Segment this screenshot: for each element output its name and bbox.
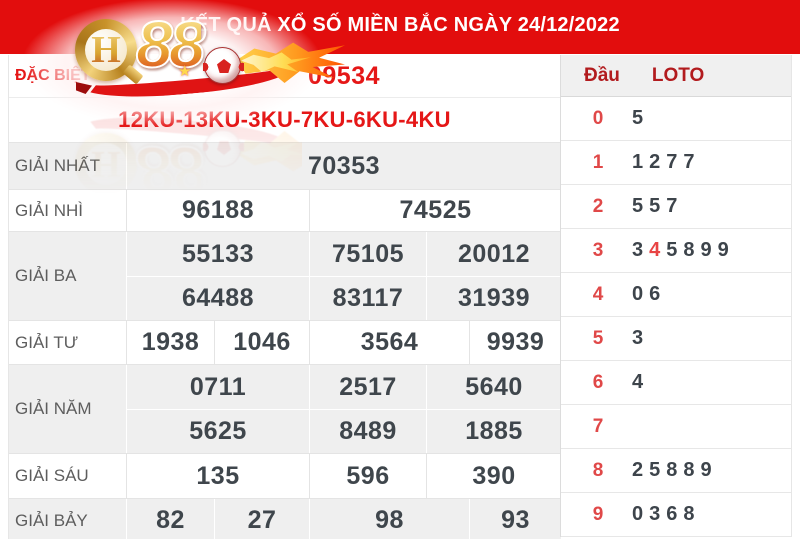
row-sixth-prize: GIẢI SÁU 135 596 390 [9, 453, 561, 498]
prize-value-cell: 98 [309, 499, 469, 539]
prize-label: GIẢI BẢY [15, 510, 88, 530]
prize-value-cell: 1046 [214, 321, 309, 364]
logo-letter-h: H [75, 19, 137, 81]
loto-head-digit: 4 [592, 283, 604, 305]
prize-value-cell: 0711 [126, 365, 309, 409]
prize-value-cell: 2517 [309, 365, 426, 409]
qh88-logo[interactable]: H 88 ★ [22, 0, 345, 128]
loto-head-digit: 9 [592, 503, 604, 525]
loto-value: 3 [632, 327, 644, 349]
prize-value-cell: 83117 [309, 276, 426, 320]
prize-value-cell: 93 [469, 499, 561, 539]
prize-label: GIẢI BA [15, 266, 77, 285]
prize-value-cell: 1885 [426, 409, 561, 453]
prize-label: GIẢI SÁU [15, 466, 89, 485]
logo-number-88: 88 [135, 6, 206, 82]
prize-value-cell: 1938 [126, 321, 214, 364]
row-fourth-prize: GIẢI TƯ 1938 1046 3564 9939 [9, 320, 561, 364]
loto-col-dau: Đầu [584, 64, 620, 86]
prize-value-cell: 74525 [309, 190, 561, 231]
prize-value-cell: 390 [426, 454, 561, 498]
prize-label: GIẢI NHÌ [15, 200, 84, 220]
prize-label: GIẢI NĂM [15, 399, 92, 418]
prize-value-cell: 3564 [309, 321, 469, 364]
prize-value-cell: 20012 [426, 232, 561, 276]
loto-head-digit: 6 [592, 371, 604, 393]
loto-value: 5 [632, 107, 644, 129]
logo-ring-q [75, 19, 137, 81]
loto-head-digit: 0 [592, 107, 604, 129]
star-icon: ★ [178, 63, 192, 80]
prize-value-cell: 55133 [126, 232, 309, 276]
loto-head-digit: 1 [592, 151, 604, 173]
loto-head-digit: 7 [592, 415, 604, 437]
logo-art: H 88 ★ [52, 6, 345, 109]
row-third-prize: GIẢI BA 55133 75105 20012 64488 83117 31… [9, 231, 561, 320]
soccer-ball-icon [203, 47, 244, 84]
loto-col-loto: LOTO [651, 64, 705, 86]
prize-value-cell: 27 [214, 499, 309, 539]
prize-value-cell: 9939 [469, 321, 561, 364]
loto-head-digit: 5 [592, 327, 604, 349]
prize-label: GIẢI TƯ [15, 332, 79, 352]
prize-value-cell: 596 [309, 454, 426, 498]
prize-value-cell: 96188 [126, 190, 309, 231]
loto-head-digit: 2 [592, 195, 604, 217]
prize-value-cell: 70353 [126, 143, 561, 189]
prize-value-cell: 82 [126, 499, 214, 539]
loto-row: 7 [561, 405, 791, 449]
loto-value: 4 [632, 371, 644, 393]
row-second-prize: GIẢI NHÌ 96188 74525 [9, 189, 561, 231]
prize-value-cell: 64488 [126, 276, 309, 320]
loto-table-header: Đầu LOTO [561, 55, 791, 97]
prize-value-cell: 5640 [426, 365, 561, 409]
prize-value-cell: 75105 [309, 232, 426, 276]
row-seventh-prize: GIẢI BẢY 82 27 98 93 [9, 498, 561, 539]
row-fifth-prize: GIẢI NĂM 0711 2517 5640 5625 8489 1885 [9, 364, 561, 453]
loto-head-digit: 3 [592, 239, 604, 261]
prize-value-cell: 135 [126, 454, 309, 498]
prize-value-cell: 8489 [309, 409, 426, 453]
prize-value-cell: 31939 [426, 276, 561, 320]
loto-head-digit: 8 [592, 459, 604, 481]
prize-value-cell: 5625 [126, 409, 309, 453]
